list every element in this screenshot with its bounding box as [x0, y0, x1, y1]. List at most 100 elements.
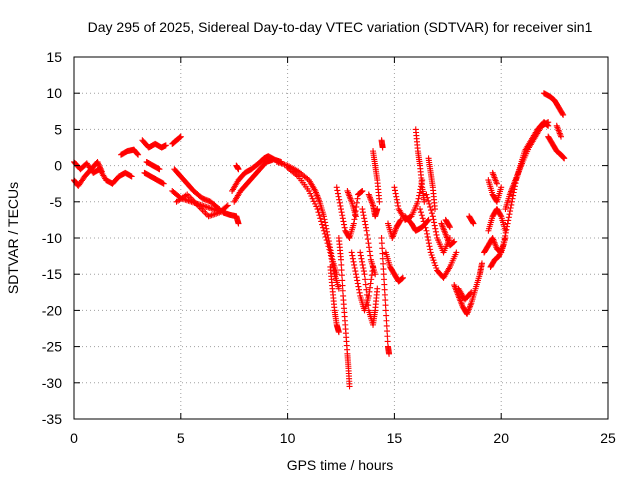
x-axis-ticks: 0 5 10 15 20 25 — [70, 57, 616, 446]
data-point — [368, 272, 375, 279]
data-point — [355, 283, 362, 290]
data-point — [349, 252, 356, 259]
data-point — [313, 203, 320, 210]
data-point — [354, 195, 361, 202]
data-point — [372, 271, 379, 278]
data-point — [362, 276, 369, 283]
data-point — [502, 227, 509, 234]
data-point — [360, 268, 367, 275]
data-point — [423, 227, 430, 234]
y-tick-label: 10 — [46, 85, 62, 101]
y-axis-ticks: 15 10 5 0 -5 -10 -15 -20 -25 -30 -35 — [42, 49, 608, 427]
data-point — [446, 224, 453, 231]
data-point — [418, 212, 425, 219]
data-point — [339, 212, 346, 219]
data-point — [425, 237, 432, 244]
x-tick-label: 10 — [280, 430, 296, 446]
data-point — [97, 165, 104, 172]
data-point — [354, 277, 361, 284]
y-tick-label: -5 — [50, 194, 63, 210]
data-point — [558, 133, 565, 140]
data-point — [177, 133, 184, 140]
data-point — [361, 271, 368, 278]
data-point — [453, 249, 460, 256]
data-point — [335, 285, 342, 292]
data-point — [348, 249, 355, 256]
data-point — [305, 187, 312, 194]
data-point — [224, 202, 231, 209]
data-point — [335, 329, 342, 336]
data-point — [319, 224, 326, 231]
y-tick-label: -35 — [42, 411, 62, 427]
data-point — [351, 264, 358, 271]
data-point — [350, 220, 357, 227]
data-point — [346, 383, 353, 390]
data-point — [392, 187, 399, 194]
data-point — [467, 290, 474, 297]
data-point — [317, 215, 324, 222]
data-point — [312, 200, 319, 207]
data-point — [381, 276, 388, 283]
data-point — [361, 218, 368, 225]
data-point — [135, 151, 142, 158]
data-point — [357, 252, 364, 259]
data-point — [338, 267, 345, 274]
data-point — [422, 224, 429, 231]
data-point — [352, 271, 359, 278]
data-point — [383, 317, 390, 324]
data-point — [338, 272, 345, 279]
data-point — [321, 216, 328, 223]
data-point — [338, 261, 345, 268]
data-point — [310, 198, 317, 205]
data-point — [351, 216, 358, 223]
data-point — [498, 184, 505, 191]
data-point — [423, 191, 430, 198]
data-point — [326, 246, 333, 253]
data-point — [361, 215, 368, 222]
data-point — [506, 211, 513, 218]
y-axis-label: SDTVAR / TECUs — [5, 182, 21, 294]
data-point — [367, 280, 374, 287]
data-point — [451, 238, 458, 245]
data-point — [96, 163, 103, 170]
data-point — [320, 213, 327, 220]
y-tick-label: -10 — [42, 230, 62, 246]
data-point — [431, 206, 438, 213]
data-point — [338, 256, 344, 263]
data-point — [359, 261, 366, 268]
data-point — [432, 228, 439, 235]
data-point — [497, 212, 504, 219]
data-point — [335, 193, 342, 200]
data-point — [374, 285, 381, 292]
data-point — [384, 333, 391, 340]
data-point — [417, 206, 424, 213]
data-point — [340, 218, 347, 225]
data-point — [223, 203, 230, 210]
data-point — [559, 110, 566, 117]
data-point — [431, 259, 438, 266]
data-point — [95, 161, 102, 168]
data-point — [502, 232, 509, 239]
data-point — [383, 322, 390, 329]
data-point — [162, 142, 169, 149]
data-point — [384, 328, 391, 335]
data-point — [341, 221, 348, 228]
data-point — [353, 203, 360, 210]
data-point — [363, 286, 370, 293]
data-point — [510, 192, 517, 199]
data-point — [424, 194, 431, 201]
y-tick-label: 0 — [54, 158, 62, 174]
data-point — [427, 249, 434, 256]
data-point — [430, 216, 437, 223]
data-point — [363, 291, 370, 298]
data-point — [235, 166, 242, 173]
data-point — [386, 350, 393, 357]
data-point — [426, 200, 433, 207]
data-point — [309, 195, 316, 202]
data-point — [360, 212, 367, 219]
data-point — [339, 215, 346, 222]
data-point — [308, 193, 315, 200]
data-point — [364, 236, 371, 243]
data-point — [363, 227, 370, 234]
